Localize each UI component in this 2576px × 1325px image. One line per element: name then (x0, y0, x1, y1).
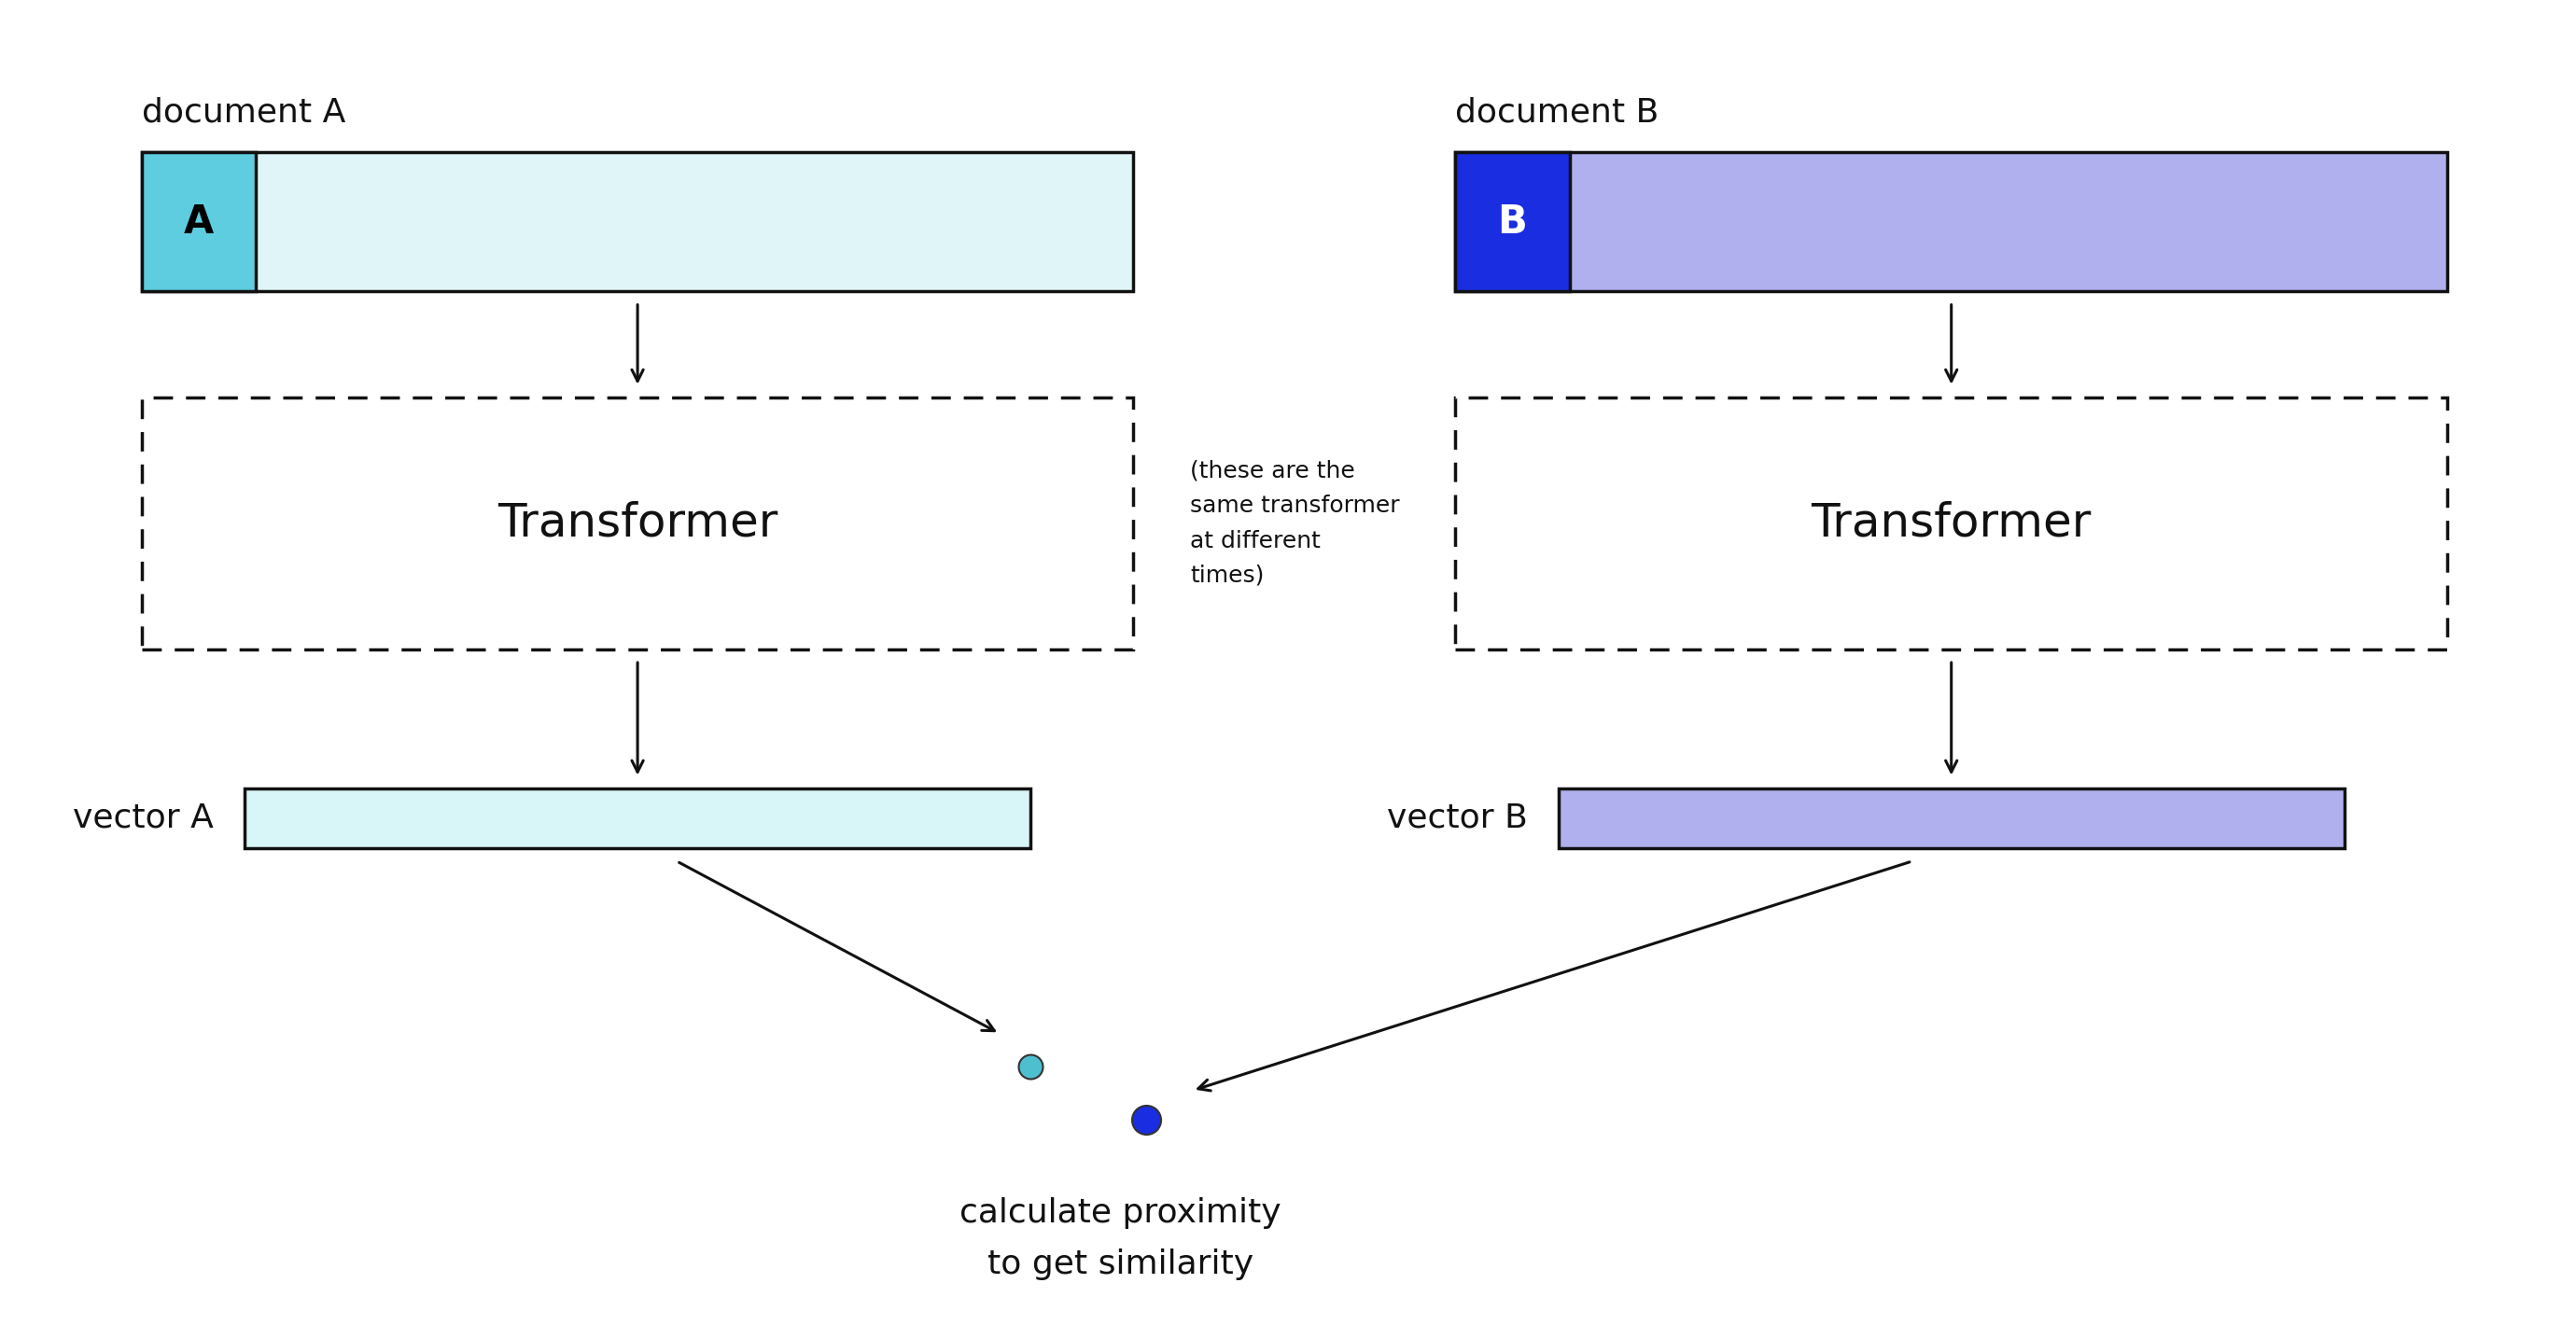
Text: Transformer: Transformer (497, 501, 778, 546)
Point (1010, 1056, 1051, 1077)
Bar (142, 152, 255, 292)
Text: Transformer: Transformer (1811, 501, 2092, 546)
Text: B: B (1497, 203, 1528, 241)
Point (1126, 1109, 1167, 1130)
Bar (1455, 152, 1569, 292)
Text: vector A: vector A (72, 803, 214, 833)
Bar (1558, 788, 2344, 848)
Text: vector B: vector B (1386, 803, 1528, 833)
Text: (these are the
same transformer
at different
times): (these are the same transformer at diffe… (1190, 460, 1399, 587)
Bar (142, 152, 1133, 292)
Bar (1455, 152, 2447, 292)
Text: document A: document A (142, 97, 345, 129)
Bar (1455, 398, 2447, 649)
Bar (142, 398, 1133, 649)
Text: document B: document B (1455, 97, 1659, 129)
Bar (245, 788, 1030, 848)
Text: A: A (183, 203, 214, 241)
Text: calculate proximity
to get similarity: calculate proximity to get similarity (961, 1196, 1280, 1281)
